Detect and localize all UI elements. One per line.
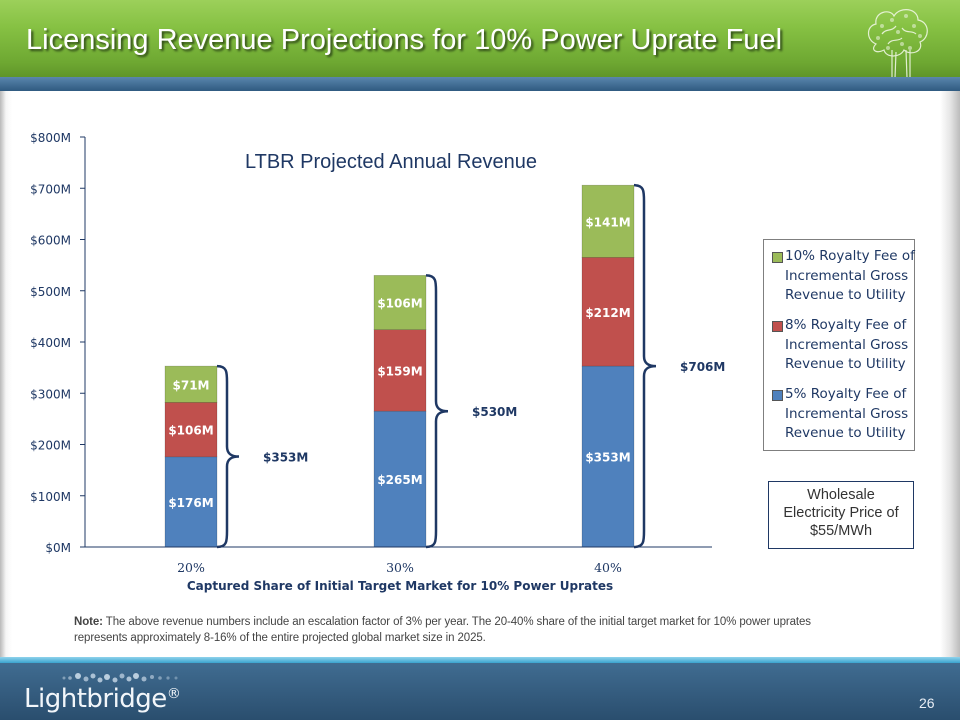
y-tick-label: $300M <box>30 387 71 401</box>
bar-data-label: $265M <box>377 473 422 487</box>
total-label: $530M <box>472 405 517 419</box>
total-braces: $353M $530M $706M <box>216 183 725 549</box>
bar-data-label: $106M <box>168 424 213 438</box>
y-tick-label: $600M <box>30 234 71 248</box>
tree-logo-icon <box>867 9 928 78</box>
bar-segment <box>164 402 218 458</box>
slide-header: Licensing Revenue Projections for 10% Po… <box>0 0 960 78</box>
y-tick-label: $700M <box>30 182 71 196</box>
slide-title: Licensing Revenue Projections for 10% Po… <box>26 24 783 56</box>
bar-segment <box>373 275 427 331</box>
total-brace <box>425 274 449 549</box>
note-label: Note: <box>74 616 103 628</box>
bar-segment <box>581 257 635 367</box>
total-label: $706M <box>680 360 725 374</box>
bar-segment <box>164 456 218 548</box>
electricity-price-text: Wholesale Electricity Price of $55/MWh <box>783 487 899 539</box>
bar-data-label: $71M <box>173 378 210 392</box>
registered-mark: ® <box>166 686 181 702</box>
chart-title: LTBR Projected Annual Revenue <box>245 151 537 173</box>
logo-dots-icon <box>62 673 178 683</box>
bar-segment <box>581 184 635 258</box>
bar-data-label: $141M <box>585 215 630 229</box>
lightbridge-logo: Lightbridge® <box>24 684 181 714</box>
legend-label: 8% Royalty Fee of Incremental Gross Reve… <box>785 317 909 372</box>
slide-footer <box>0 663 960 720</box>
page-number: 26 <box>919 695 935 711</box>
legend-swatch-blue <box>772 390 783 401</box>
y-tick-label: $400M <box>30 336 71 350</box>
x-tick-label: 40% <box>594 560 622 575</box>
bar-data-label: $212M <box>585 306 630 320</box>
total-brace <box>216 364 240 549</box>
x-tick-label: 20% <box>177 560 205 575</box>
logo-text: Lightbridge <box>24 684 167 714</box>
y-tick-label: $800M <box>30 131 71 145</box>
bar-data-label: $176M <box>168 496 213 510</box>
y-tick-label: $500M <box>30 285 71 299</box>
legend-swatch-red <box>772 321 783 332</box>
total-brace <box>633 183 657 549</box>
chart-legend: 10% Royalty Fee of Incremental Gross Rev… <box>763 239 915 451</box>
bar-data-label: $159M <box>377 364 422 378</box>
x-axis: 20% 30% 40% <box>85 546 712 575</box>
y-tick-label: $200M <box>30 439 71 453</box>
legend-swatch-green <box>772 252 783 263</box>
bar-segment <box>164 365 218 403</box>
x-tick-label: 30% <box>386 560 414 575</box>
y-tick-label: $100M <box>30 490 71 504</box>
y-axis: $0M $100M $200M $300M $400M $500M $600M $700M $8… <box>30 131 86 555</box>
legend-label: 5% Royalty Fee of Incremental Gross Reve… <box>785 386 909 441</box>
bar-data-label: $353M <box>585 451 630 465</box>
footer-band <box>0 657 960 663</box>
bar-segment <box>373 410 427 548</box>
x-axis-label: Captured Share of Initial Target Market … <box>187 579 613 593</box>
y-tick-label: $0M <box>45 541 71 555</box>
bar-segment <box>373 329 427 412</box>
footnote: Note: The above revenue numbers include … <box>74 614 844 646</box>
legend-label: 10% Royalty Fee of Incremental Gross Rev… <box>785 248 915 303</box>
total-label: $353M <box>263 451 308 465</box>
electricity-price-box: Wholesale Electricity Price of $55/MWh <box>768 481 914 549</box>
bar-segment <box>581 365 635 548</box>
bars: $176M $106M $71M $265M $159M $106M $353M $212M $… <box>164 184 635 548</box>
bar-data-label: $106M <box>377 297 422 311</box>
header-band <box>0 77 960 91</box>
revenue-chart: LTBR Projected Annual Revenue $0M $100M $2… <box>30 131 725 593</box>
note-text: The above revenue numbers include an esc… <box>74 616 811 644</box>
